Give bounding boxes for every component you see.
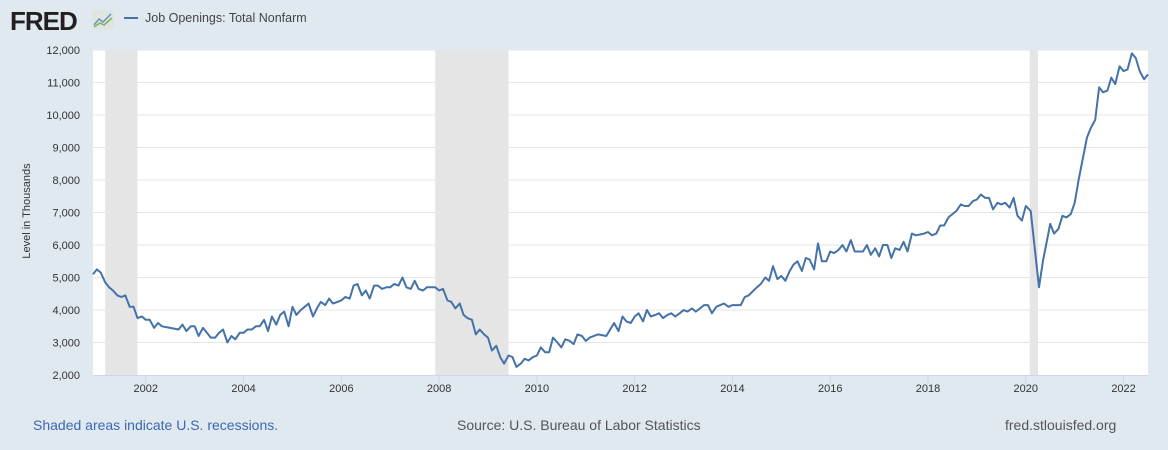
y-tick-label: 2,000 — [52, 370, 80, 382]
fred-logo-chart-icon — [92, 10, 114, 29]
y-tick-label: 5,000 — [52, 273, 80, 285]
x-tick-label: 2006 — [329, 383, 353, 395]
site-link[interactable]: fred.stlouisfed.org — [1005, 417, 1117, 433]
x-tick-label: 2010 — [525, 383, 549, 395]
legend-label: Job Openings: Total Nonfarm — [145, 11, 307, 25]
y-tick-label: 12,000 — [46, 45, 80, 57]
x-tick-label: 2018 — [916, 383, 940, 395]
chart-legend[interactable]: Job Openings: Total Nonfarm — [124, 11, 307, 25]
y-tick-label: 4,000 — [52, 305, 80, 317]
y-tick-label: 6,000 — [52, 240, 80, 252]
x-tick-label: 2008 — [427, 383, 451, 395]
y-tick-label: 3,000 — [52, 338, 80, 350]
x-tick-label: 2014 — [720, 383, 744, 395]
recession-note[interactable]: Shaded areas indicate U.S. recessions. — [33, 417, 279, 433]
y-tick-label: 8,000 — [52, 175, 80, 187]
y-tick-label: 9,000 — [52, 143, 80, 155]
x-tick-label: 2022 — [1111, 383, 1135, 395]
y-tick-label: 11,000 — [47, 78, 80, 90]
x-tick-label: 2020 — [1014, 383, 1038, 395]
source-note: Source: U.S. Bureau of Labor Statistics — [457, 417, 701, 433]
y-tick-label: 7,000 — [52, 208, 80, 220]
legend-swatch — [124, 17, 138, 19]
fred-logo[interactable]: FRED — [10, 6, 78, 36]
y-tick-label: 10,000 — [46, 110, 80, 122]
logo-lines-icon — [93, 13, 113, 28]
x-tick-label: 2016 — [818, 383, 842, 395]
series-line — [92, 52, 1149, 368]
x-tick-label: 2004 — [231, 383, 255, 395]
x-tick-label: 2012 — [622, 383, 646, 395]
x-tick-label: 2002 — [134, 383, 158, 395]
